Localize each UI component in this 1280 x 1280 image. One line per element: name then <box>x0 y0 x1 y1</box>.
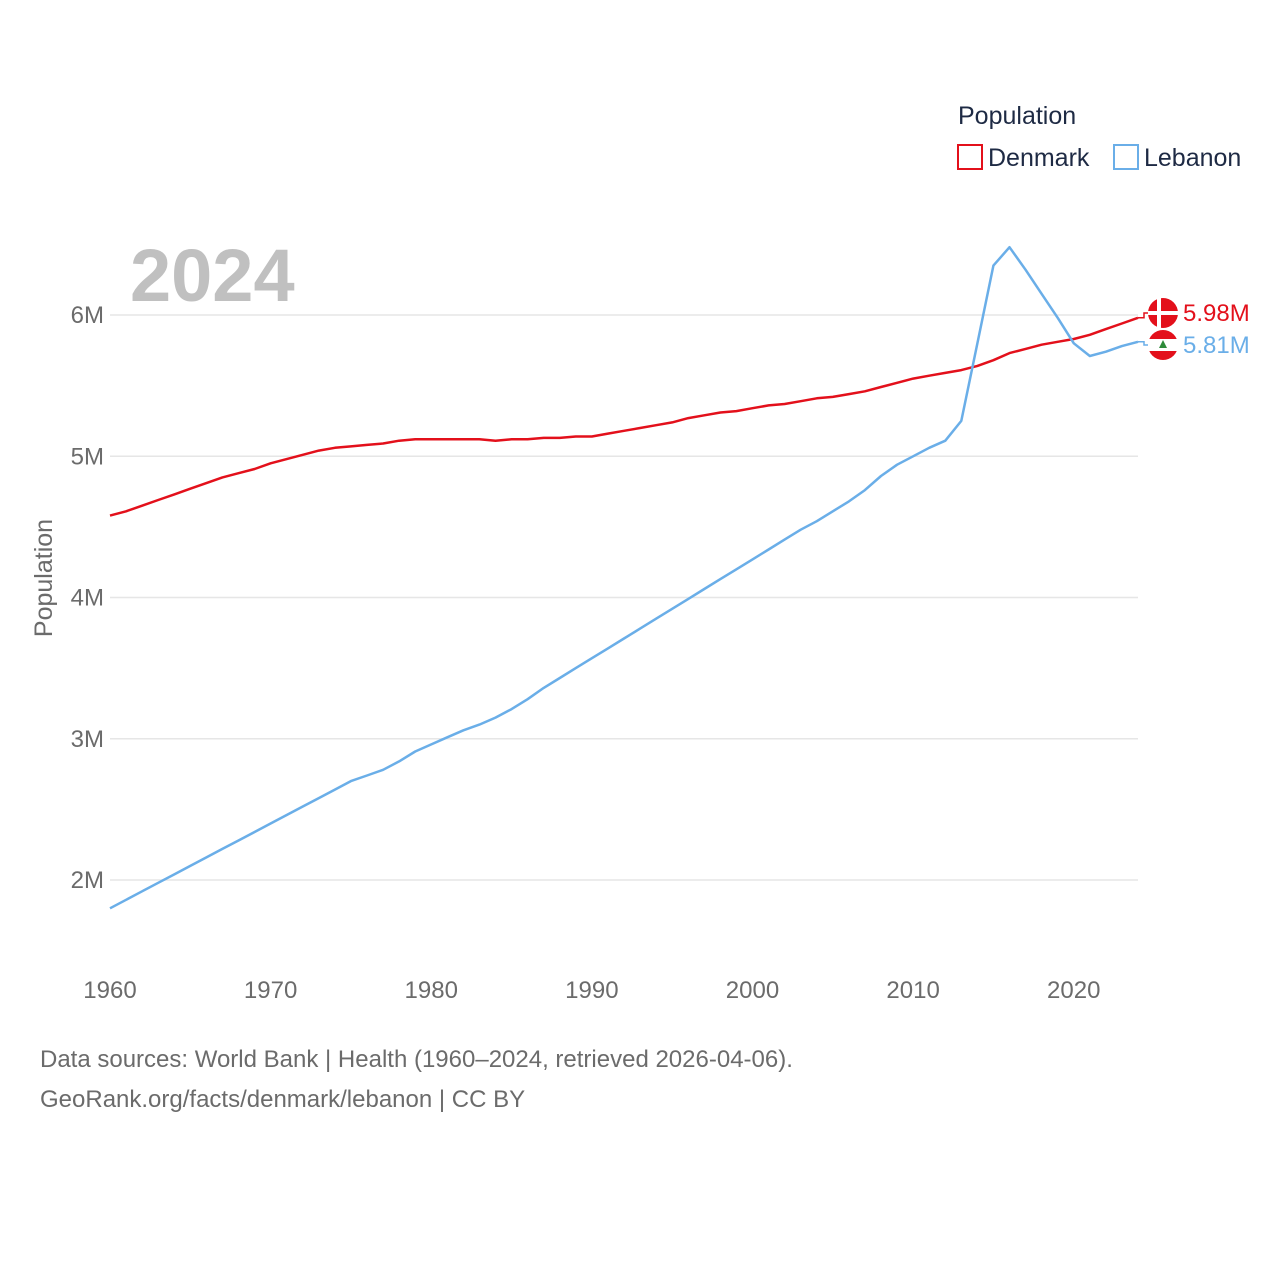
x-tick-label: 2020 <box>1047 977 1100 1004</box>
series-line-denmark[interactable] <box>109 316 1139 517</box>
y-tick-label: 4M <box>71 585 104 612</box>
x-tick-label: 2010 <box>886 977 939 1004</box>
series-line-lebanon[interactable] <box>109 245 1139 910</box>
y-axis-ticks: 2M 3M 4M 5M 6M <box>71 302 104 894</box>
data-sources-note: Data sources: World Bank | Health (1960–… <box>40 1046 793 1073</box>
legend: Population Denmark Lebanon <box>957 102 1241 172</box>
year-label: 2024 <box>130 234 295 317</box>
leader-line-denmark <box>1138 312 1150 319</box>
y-axis-label: Population <box>30 519 58 637</box>
x-tick-label: 1970 <box>244 977 297 1004</box>
series-lines <box>109 245 1139 910</box>
legend-label-denmark[interactable]: Denmark <box>988 144 1090 172</box>
end-value-label-denmark: 5.98M <box>1183 300 1250 327</box>
end-value-label-lebanon: 5.81M <box>1183 332 1250 359</box>
x-axis-ticks: 1960 1970 1980 1990 2000 2010 2020 <box>83 977 1100 1004</box>
x-tick-label: 1980 <box>405 977 458 1004</box>
gridlines <box>110 314 1138 881</box>
flag-cross-horizontal <box>1148 311 1178 315</box>
x-tick-label: 1990 <box>565 977 618 1004</box>
source-url[interactable]: GeoRank.org/facts/denmark/lebanon | CC B… <box>40 1086 526 1113</box>
x-tick-label: 1960 <box>83 977 136 1004</box>
leader-line-lebanon <box>1138 341 1150 346</box>
footer: Data sources: World Bank | Health (1960–… <box>40 1040 793 1120</box>
y-tick-label: 6M <box>71 302 104 329</box>
y-tick-label: 5M <box>71 443 104 470</box>
legend-title: Population <box>958 102 1076 130</box>
lebanon-flag-icon <box>1148 330 1178 360</box>
legend-label-lebanon[interactable]: Lebanon <box>1144 144 1241 172</box>
legend-swatch-lebanon[interactable] <box>1113 144 1139 170</box>
flag-cedar <box>1159 340 1167 348</box>
y-tick-label: 3M <box>71 726 104 753</box>
end-markers: 5.98M 5.81M <box>1138 298 1250 360</box>
y-tick-label: 2M <box>71 867 104 894</box>
x-tick-label: 2000 <box>726 977 779 1004</box>
denmark-flag-icon <box>1148 298 1178 328</box>
legend-swatch-denmark[interactable] <box>957 144 983 170</box>
